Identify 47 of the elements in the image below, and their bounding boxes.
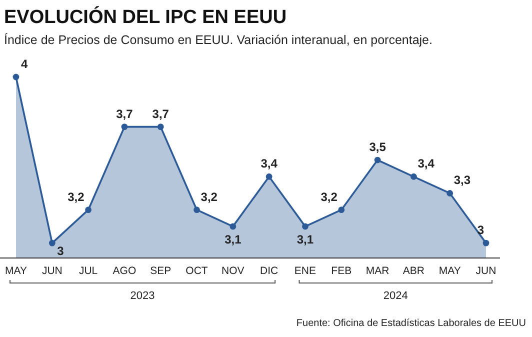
point [121,124,128,130]
point [482,240,490,246]
data-label: 3 [477,223,484,238]
point [266,173,272,180]
annotation: 2024 [383,290,408,302]
chart-subtitle: Índice de Precios de Consumo en EEUU. Variación interanual, en porcentaje. [4,33,432,47]
data-label: 3,7 [152,106,170,121]
data-label: 4 [21,57,28,71]
data-label: 3,1 [296,232,314,246]
data-label: 3,4 [260,156,278,171]
x-tick-label: FEB [331,265,352,277]
data-label: 3,2 [200,190,218,204]
point [446,190,454,196]
data-label: 3,2 [320,190,338,204]
data-label: 3,7 [116,106,134,121]
x-tick-label: JUN [42,265,62,277]
chart-title: EVOLUCIÓN DEL IPC EN EEUU [4,6,287,28]
data-label: 3,5 [369,140,386,154]
point [302,223,308,230]
point [194,206,200,214]
x-tick-label: SEP [150,265,172,277]
point [338,206,345,214]
point [374,156,381,164]
x-tick-label: ENE [294,265,316,277]
x-tick-label: DIC [260,265,279,277]
point [410,173,417,180]
x-tick-label: OCT [186,265,208,277]
x-tick-label: MAY [5,265,27,277]
x-tick-label: ABR [402,265,425,277]
x-tick-label: JUL [78,265,98,277]
point [85,206,92,214]
x-tick-label: AGO [112,265,136,277]
point [230,223,236,230]
point [48,240,56,246]
annotation: 2023 [130,290,155,302]
data-label: 3,2 [68,190,85,204]
annotation: Fuente: Oficina de Estadísticas Laborales de EEUU [296,318,526,329]
x-tick-label: JUN [476,265,496,277]
x-tick-label: NOV [222,265,244,277]
data-label: 3,4 [418,156,435,171]
x-tick-label: MAR [366,265,390,277]
data-label: 3,1 [224,232,242,246]
data-label: 3,3 [454,173,471,188]
point [157,124,164,130]
data-label: 3 [57,244,64,258]
point [12,74,20,80]
x-tick-label: MAY [438,265,461,277]
